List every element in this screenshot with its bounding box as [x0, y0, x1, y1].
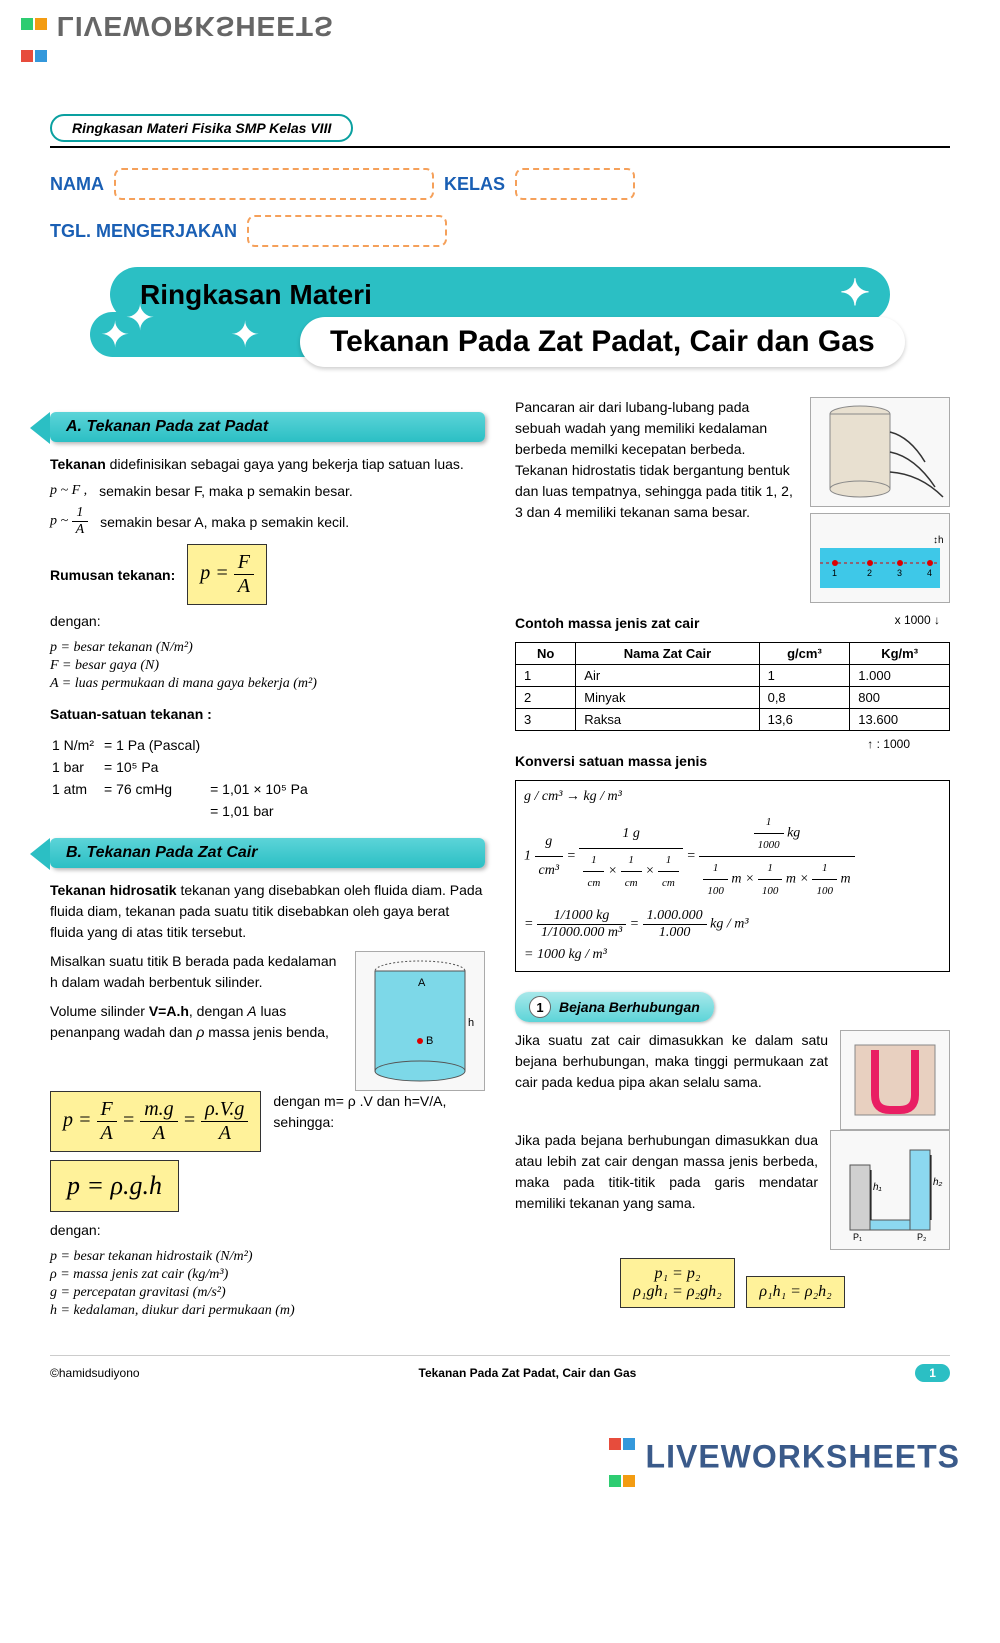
dengan-a: dengan:: [50, 611, 485, 632]
label-nama: NAMA: [50, 174, 104, 195]
page-number: 1: [915, 1364, 950, 1382]
rumusan-row: Rumusan tekanan: p = FA: [50, 544, 485, 605]
subtitle: Tekanan Pada Zat Padat, Cair dan Gas: [300, 317, 905, 367]
label-tgl: TGL. MENGERJAKAN: [50, 221, 237, 242]
pancaran-row: Pancaran air dari lubang-lubang pada seb…: [515, 397, 950, 603]
title-banner: Ringkasan Materi ✦ ✦ ✦ ✦ Tekanan Pada Za…: [50, 267, 950, 387]
form-row-1: NAMA KELAS: [50, 168, 950, 200]
svg-text:P₁: P₁: [853, 1232, 862, 1242]
left-column: A. Tekanan Pada zat Padat Tekanan didefi…: [50, 397, 485, 1325]
label-kelas: KELAS: [444, 174, 505, 195]
bejana-row-1: Jika suatu zat cair dimasukkan ke dalam …: [515, 1030, 950, 1130]
dengan-b: dengan:: [50, 1220, 485, 1241]
relation-1: p ~ F , semakin besar F, maka p semakin …: [50, 483, 485, 499]
svg-text:3: 3: [897, 568, 902, 578]
page-footer: ©hamidsudiyono Tekanan Pada Zat Padat, C…: [50, 1355, 950, 1382]
svg-text:↕h: ↕h: [933, 535, 944, 546]
unit-table: 1 N/m²= 1 Pa (Pascal) 1 bar= 10⁵ Pa 1 at…: [50, 733, 318, 823]
cylinder-row: Misalkan suatu titik B berada pada kedal…: [50, 951, 485, 1091]
svg-text:P₂: P₂: [917, 1232, 927, 1242]
formula-p-FA: p = FA: [187, 544, 267, 605]
section-a-header: A. Tekanan Pada zat Padat: [50, 412, 485, 442]
divider: [50, 146, 950, 148]
svg-text:2: 2: [867, 568, 872, 578]
form-row-2: TGL. MENGERJAKAN: [50, 215, 950, 247]
svg-text:4: 4: [927, 568, 932, 578]
input-nama[interactable]: [114, 168, 434, 200]
footer-title: Tekanan Pada Zat Padat, Cair dan Gas: [419, 1366, 637, 1380]
formula-pgh: p = ρ.g.h: [50, 1160, 179, 1212]
relation-2: p ~ 1A semakin besar A, maka p semakin k…: [50, 505, 485, 538]
svg-text:h: h: [468, 1017, 474, 1029]
figure-jets: [810, 397, 950, 507]
defs-a: p = besar tekanan (N/m²) F = besar gaya …: [50, 640, 485, 692]
worksheet-page: Ringkasan Materi Fisika SMP Kelas VIII N…: [0, 84, 1000, 1402]
section-b-header: B. Tekanan Pada Zat Cair: [50, 838, 485, 868]
svg-text:A: A: [418, 977, 426, 989]
konversi-title: Konversi satuan massa jenis: [515, 753, 707, 769]
formula-derivation: p = FA = m.gA = ρ.V.gA: [50, 1091, 261, 1152]
figure-vessels: 1 2 3 4 ↕h: [810, 513, 950, 603]
svg-text:1: 1: [832, 568, 837, 578]
formula-row-b: p = FA = m.gA = ρ.V.gA p = ρ.g.h dengan …: [50, 1091, 485, 1212]
arrow-div: ↑ : 1000: [515, 737, 910, 751]
figure-utube-2: h₁ h₂ P₁ P₂: [830, 1130, 950, 1250]
watermark-bottom: LIVEWORKSHEETS: [0, 1402, 1000, 1516]
input-kelas[interactable]: [515, 168, 635, 200]
header-pill: Ringkasan Materi Fisika SMP Kelas VIII: [50, 114, 353, 142]
bejana-header: 1 Bejana Berhubungan: [515, 992, 714, 1022]
section-a-intro: Tekanan didefinisikan sebagai gaya yang …: [50, 454, 485, 475]
footer-author: ©hamidsudiyono: [50, 1366, 140, 1380]
svg-text:h₁: h₁: [873, 1182, 882, 1193]
section-b-intro: Tekanan hidrosatik tekanan yang disebabk…: [50, 880, 485, 943]
density-table: No Nama Zat Cair g/cm³ Kg/m³ 1Air11.000 …: [515, 642, 950, 731]
arrow-mult: x 1000 ↓: [895, 613, 940, 627]
conversion-box: g / cm³ → kg / m³ 1 gcm³ = 1 g1cm × 1cm …: [515, 780, 950, 972]
input-tgl[interactable]: [247, 215, 447, 247]
bejana-row-2: Jika pada bejana berhubungan dimasukkan …: [515, 1130, 950, 1250]
bejana-equations: p₁ = p₂ ρ₁gh₁ = ρ₂gh₂ ρ₁h₁ = ρ₂h₂: [515, 1258, 950, 1308]
figure-utube-1: [840, 1030, 950, 1130]
right-column: Pancaran air dari lubang-lubang pada seb…: [515, 397, 950, 1325]
table-title: Contoh massa jenis zat cair: [515, 615, 699, 631]
watermark-top: LIVEWORKSHEETS: [0, 0, 1000, 84]
figure-cylinder: A h B: [355, 951, 485, 1091]
svg-text:B: B: [426, 1035, 433, 1047]
svg-text:h₂: h₂: [933, 1177, 943, 1188]
satuan-title: Satuan-satuan tekanan :: [50, 706, 212, 722]
defs-b: p = besar tekanan hidrostaik (N/m²) ρ = …: [50, 1249, 485, 1319]
